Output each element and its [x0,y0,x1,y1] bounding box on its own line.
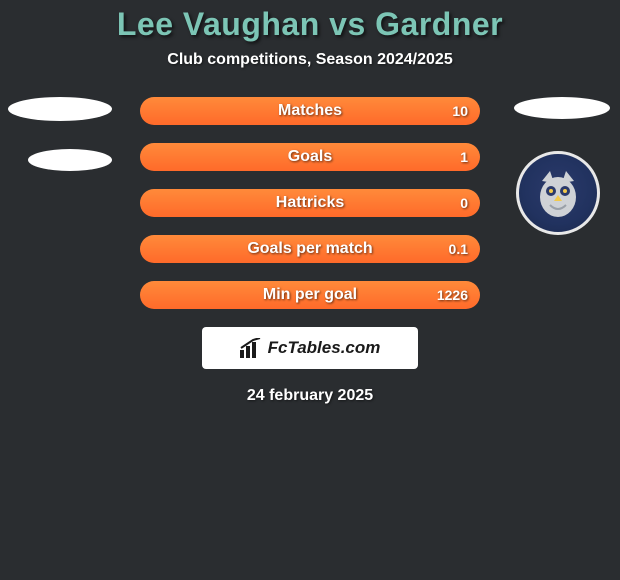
comparison-card: Lee Vaughan vs Gardner Club competitions… [0,0,620,580]
stat-bar-value-right: 10 [452,103,468,119]
stats-bars-area: Matches 10 Goals 1 Hattricks 0 Goals per match… [0,97,620,309]
stat-bar: Matches 10 [140,97,480,125]
bar-chart-icon [240,338,262,358]
stat-bar-label: Min per goal [263,286,357,304]
card-title: Lee Vaughan vs Gardner [0,6,620,43]
date-text: 24 february 2025 [0,387,620,405]
brand-logo[interactable]: FcTables.com [202,327,418,369]
stat-bar-label: Matches [278,102,342,120]
player-right-blob-1 [514,97,610,119]
club-badge-right [516,151,600,235]
stat-bar: Min per goal 1226 [140,281,480,309]
stat-bar-value-right: 1 [460,149,468,165]
stat-bar: Hattricks 0 [140,189,480,217]
stat-bar: Goals 1 [140,143,480,171]
stat-bar-value-right: 0 [460,195,468,211]
stat-bar-value-right: 0.1 [449,241,468,257]
stat-bar-value-right: 1226 [437,287,468,303]
player-left-blob-2 [28,149,112,171]
stat-bar: Goals per match 0.1 [140,235,480,263]
brand-text: FcTables.com [268,338,381,358]
stat-bar-label: Goals per match [247,240,372,258]
owl-icon [528,163,588,223]
card-subtitle: Club competitions, Season 2024/2025 [0,51,620,69]
stat-bar-label: Hattricks [276,194,344,212]
player-left-blob-1 [8,97,112,121]
stat-bar-label: Goals [288,148,332,166]
